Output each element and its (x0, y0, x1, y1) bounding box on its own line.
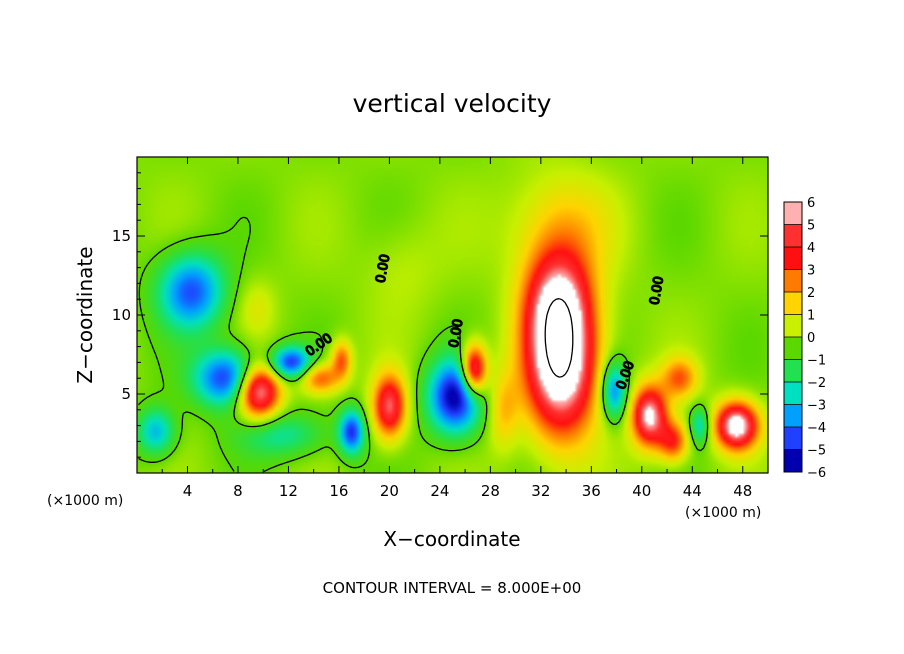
x-axis: 4 8 12 16 20 24 28 32 36 40 44 48 (161, 157, 752, 500)
x-tick-label: 28 (481, 482, 500, 500)
x-unit-left: (×1000 m) (47, 493, 123, 509)
x-axis-label: X−coordinate (383, 527, 520, 551)
colorbar-swatch (784, 449, 802, 473)
colorbar-label: 3 (807, 264, 815, 279)
colorbar-label: 6 (807, 196, 815, 211)
colorbar-swatch (784, 202, 802, 225)
colorbar-label: 0 (807, 331, 815, 346)
colorbar-swatch (784, 292, 802, 315)
contour-interval-note: CONTOUR INTERVAL = 8.000E+00 (323, 579, 582, 597)
colorbar-swatch (784, 269, 802, 293)
x-tick-label: 40 (632, 482, 651, 500)
colorbar-label: −3 (807, 399, 826, 414)
y-tick-label: 5 (121, 385, 131, 403)
y-tick-label: 10 (112, 306, 131, 324)
colorbar-label: 5 (807, 219, 815, 234)
x-unit-right: (×1000 m) (685, 505, 761, 521)
colorbar-swatch (784, 314, 802, 338)
colorbar-swatch (784, 404, 802, 428)
colorbar-label: 2 (807, 286, 815, 301)
contour-label: 0.00 (647, 275, 667, 306)
colorbar-label: 4 (807, 241, 815, 256)
colorbar-swatch (784, 427, 802, 450)
x-tick-label: 48 (733, 482, 752, 500)
colorbar: 6 5 4 3 2 1 0 −1 −2 −3 −4 −5 −6 (783, 196, 826, 481)
plot-area: 0.000.000.000.000.00 4 8 12 16 20 24 28 32 36 40 4… (112, 156, 769, 500)
x-tick-label: 36 (582, 482, 601, 500)
colorbar-swatch (784, 337, 802, 360)
contour-zero (544, 298, 574, 378)
colorbar-swatch (784, 359, 802, 383)
x-tick-label: 12 (279, 482, 298, 500)
colorbar-swatch (784, 382, 802, 405)
heatmap-field (137, 157, 768, 473)
chart-title: vertical velocity (353, 89, 552, 118)
x-tick-label: 20 (380, 482, 399, 500)
contour-label: 0.00 (374, 253, 394, 284)
colorbar-swatch (784, 247, 802, 270)
y-axis-label: Z−coordinate (73, 246, 97, 383)
colorbar-label: −4 (807, 421, 826, 436)
colorbar-label: −6 (807, 466, 826, 481)
colorbar-label: −5 (807, 444, 826, 459)
y-tick-label: 15 (112, 227, 131, 245)
x-tick-label: 32 (531, 482, 550, 500)
y-axis: 5 10 15 (112, 172, 768, 458)
colorbar-label: 1 (807, 309, 815, 324)
contour-zero (138, 216, 709, 473)
x-tick-label: 44 (683, 482, 702, 500)
x-tick-label: 4 (183, 482, 193, 500)
colorbar-label: −1 (807, 354, 826, 369)
colorbar-label: −2 (807, 376, 826, 391)
contour-label: 0.00 (447, 318, 467, 349)
x-tick-label: 8 (233, 482, 243, 500)
colorbar-swatch (784, 224, 802, 248)
x-tick-label: 24 (430, 482, 449, 500)
x-tick-label: 16 (329, 482, 348, 500)
